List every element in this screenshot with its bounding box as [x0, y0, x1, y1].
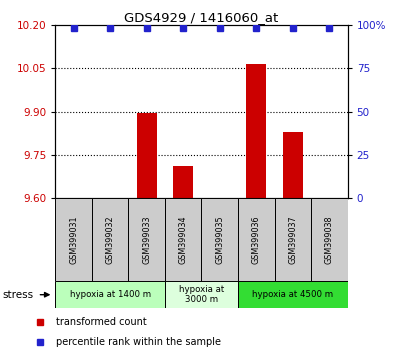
Text: GSM399038: GSM399038: [325, 216, 334, 264]
Bar: [137, 113, 157, 198]
Title: GDS4929 / 1416060_at: GDS4929 / 1416060_at: [124, 11, 278, 24]
Bar: [165, 281, 238, 308]
Text: percentile rank within the sample: percentile rank within the sample: [56, 337, 221, 347]
Bar: [311, 198, 348, 281]
Bar: [201, 198, 238, 281]
Bar: [165, 198, 201, 281]
Bar: [283, 132, 303, 198]
Text: hypoxia at 1400 m: hypoxia at 1400 m: [70, 290, 150, 299]
Text: GSM399033: GSM399033: [142, 216, 151, 264]
Text: GSM399037: GSM399037: [288, 216, 297, 264]
Bar: [246, 64, 266, 198]
Bar: [128, 198, 165, 281]
Text: stress: stress: [2, 290, 33, 300]
Text: GSM399035: GSM399035: [215, 216, 224, 264]
Bar: [238, 198, 275, 281]
Bar: [92, 198, 128, 281]
Bar: [55, 198, 92, 281]
Bar: [238, 281, 348, 308]
Bar: [173, 166, 193, 198]
Text: hypoxia at 4500 m: hypoxia at 4500 m: [252, 290, 333, 299]
Text: hypoxia at
3000 m: hypoxia at 3000 m: [179, 285, 224, 304]
Text: GSM399032: GSM399032: [105, 216, 115, 264]
Text: GSM399036: GSM399036: [252, 216, 261, 264]
Text: transformed count: transformed count: [56, 318, 147, 327]
Bar: [55, 281, 165, 308]
Text: GSM399034: GSM399034: [179, 216, 188, 264]
Bar: [275, 198, 311, 281]
Text: GSM399031: GSM399031: [69, 216, 78, 264]
